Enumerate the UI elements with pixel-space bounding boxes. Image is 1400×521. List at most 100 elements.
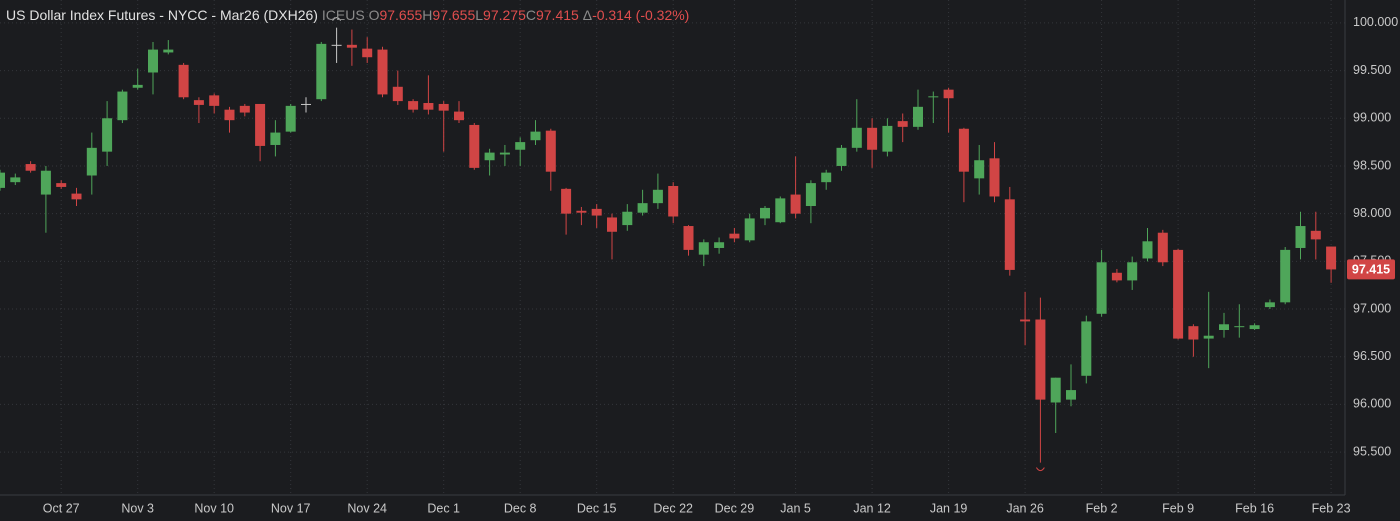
- x-tick-label: Feb 2: [1086, 501, 1118, 515]
- candle-body: [928, 96, 939, 98]
- candle-body: [71, 193, 82, 200]
- candle-body: [224, 109, 235, 121]
- candle-body: [408, 101, 419, 110]
- candle-body: [607, 217, 617, 232]
- candle-body: [0, 172, 5, 188]
- candle-body: [285, 105, 296, 132]
- candle-body: [1234, 326, 1245, 328]
- x-tick-label: Jan 5: [780, 501, 811, 515]
- x-tick-label: Jan 19: [930, 501, 968, 515]
- candle-body: [1203, 335, 1214, 339]
- candle-body: [1096, 262, 1107, 314]
- ohlc-value: 97.655: [432, 7, 476, 23]
- x-tick-label: Dec 22: [653, 501, 693, 515]
- last-price-box: [1347, 259, 1395, 280]
- x-tick-label: Dec 1: [427, 501, 460, 515]
- candle-body: [56, 183, 67, 187]
- x-tick-label: Dec 29: [715, 501, 755, 515]
- ohlc-label: C: [525, 7, 536, 23]
- candle-body: [1020, 319, 1031, 322]
- candle-body: [1004, 199, 1015, 270]
- candle-body: [851, 127, 862, 148]
- y-tick-label: 98.500: [1353, 158, 1391, 172]
- x-tick-label: Feb 9: [1162, 501, 1194, 515]
- candle-body: [836, 147, 847, 166]
- candle-body: [668, 185, 679, 217]
- candle-body: [1280, 249, 1291, 303]
- candle-body: [989, 158, 1000, 197]
- candle-body: [1249, 325, 1260, 330]
- change-symbol: Δ: [582, 7, 593, 23]
- candle-body: [484, 152, 495, 161]
- y-tick-label: 100.000: [1353, 15, 1398, 29]
- candle-body: [913, 106, 923, 127]
- y-tick-label: 95.500: [1353, 444, 1391, 458]
- candle-body: [545, 130, 556, 172]
- candle-body: [178, 64, 189, 98]
- last-price-label: 97.415: [1352, 263, 1390, 277]
- candle-body: [1127, 262, 1138, 281]
- candle-body: [576, 210, 587, 213]
- candle-body: [744, 218, 755, 241]
- candle-body: [1142, 241, 1153, 259]
- candle-body: [1264, 302, 1275, 308]
- high-marker: [332, 17, 342, 21]
- candle-body: [40, 170, 51, 195]
- title: US Dollar Index Futures - NYCC - Mar26 (…: [6, 7, 318, 23]
- candle-body: [377, 49, 388, 95]
- y-tick-label: 96.000: [1353, 397, 1391, 411]
- candle-body: [148, 49, 158, 73]
- candle-body: [729, 233, 740, 239]
- ohlc-value: 97.275: [483, 7, 526, 23]
- x-tick-label: Jan 26: [1006, 501, 1044, 515]
- candle-body: [1050, 377, 1061, 403]
- y-tick-label: 97.000: [1353, 301, 1391, 315]
- change-pct: (-0.32%): [635, 7, 690, 23]
- candle-body: [270, 132, 281, 145]
- x-tick-label: Jan 12: [853, 501, 891, 515]
- candle-body: [1326, 246, 1337, 270]
- candle-body: [102, 118, 113, 152]
- x-tick-label: Nov 10: [194, 501, 234, 515]
- candle-body: [362, 48, 373, 58]
- candle-body: [1035, 319, 1046, 400]
- candle-body: [1066, 390, 1076, 400]
- candle-body: [943, 89, 954, 99]
- candle-body: [652, 189, 663, 204]
- candle-body: [867, 127, 878, 150]
- x-tick-label: Feb 23: [1312, 501, 1351, 515]
- candle-body: [974, 160, 985, 179]
- candle-body: [239, 105, 250, 113]
- candle-body: [561, 188, 572, 214]
- candle-body: [454, 111, 464, 121]
- candle-body: [805, 183, 816, 207]
- candle-body: [1295, 226, 1306, 248]
- candle-body: [423, 103, 434, 110]
- candle-body: [515, 142, 526, 150]
- x-tick-label: Dec 8: [504, 501, 537, 515]
- candle-body: [25, 164, 36, 171]
- candle-body: [10, 177, 21, 183]
- change: -0.314: [592, 7, 632, 23]
- candle-body: [132, 84, 143, 88]
- candle-body: [193, 100, 204, 105]
- candle-body: [209, 95, 220, 106]
- x-tick-label: Nov 17: [271, 501, 311, 515]
- header: US Dollar Index Futures - NYCC - Mar26 (…: [6, 7, 689, 23]
- candle-body: [897, 121, 908, 127]
- y-tick-label: 99.000: [1353, 111, 1391, 125]
- candle-body: [821, 172, 832, 183]
- candle-body: [1310, 230, 1321, 240]
- candle-body: [438, 103, 449, 111]
- x-tick-label: Nov 24: [347, 501, 387, 515]
- x-tick-label: Oct 27: [43, 501, 80, 515]
- candle-body: [622, 211, 633, 226]
- candle-body: [591, 208, 602, 216]
- candle-body: [530, 131, 541, 141]
- candle-body: [301, 103, 311, 105]
- candle-body: [1219, 324, 1229, 330]
- candle-body: [469, 124, 480, 168]
- ohlc-label: H: [422, 7, 433, 23]
- candle-body: [1111, 272, 1122, 281]
